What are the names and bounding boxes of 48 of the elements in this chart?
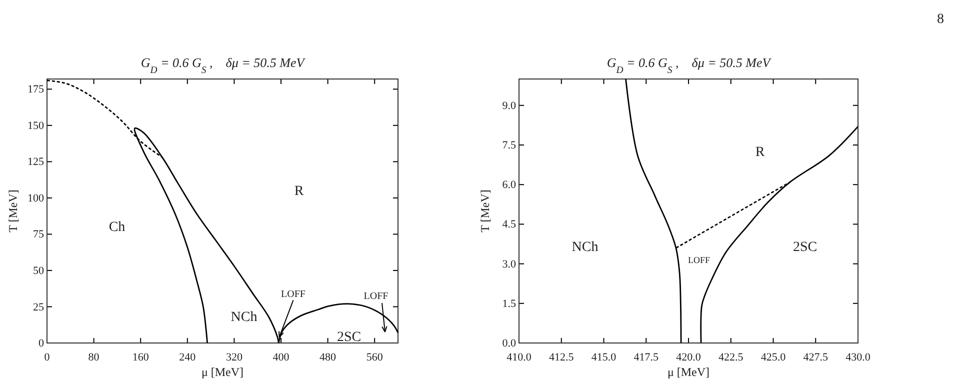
y-axis-title: T [MeV] [6, 190, 20, 232]
x-tick-label: 415.0 [591, 351, 617, 364]
x-tick-label: 240 [179, 351, 196, 364]
x-tick-label: 160 [132, 351, 150, 364]
x-tick-label: 430.0 [846, 351, 871, 364]
x-tick-label: 422.5 [718, 351, 744, 364]
x-tick-label: 427.5 [803, 351, 828, 364]
x-tick-label: 410.0 [506, 351, 532, 364]
x-tick-label: 425.0 [760, 351, 786, 364]
y-tick-label: 150 [28, 120, 44, 132]
text: 8 [937, 12, 944, 28]
annotation: 2SC [336, 330, 362, 346]
annotation: LOFF [281, 289, 306, 300]
y-tick-label: 0.0 [502, 338, 516, 350]
annotation: NCh [230, 310, 258, 326]
y-tick-label: 7.5 [502, 140, 516, 152]
x-tick-label: 320 [226, 351, 243, 364]
y-tick-label: 100 [28, 192, 44, 204]
annotation: NCh [572, 240, 598, 256]
y-tick-label: 75 [33, 228, 44, 241]
y-axis-title: T [MeV] [478, 190, 492, 232]
x-tick-label: 80 [88, 351, 100, 364]
annotation: LOFF [688, 255, 710, 266]
x-tick-label: 560 [366, 351, 384, 364]
chart-title: G$_{D}$ = 0.6 G$_{S}$ , δμ = 50.5 MeV [140, 55, 306, 76]
y-tick-label: 0 [38, 338, 44, 350]
annotation: Ch [108, 220, 126, 236]
y-tick-label: 25 [33, 301, 44, 314]
y-tick-label: 6.0 [502, 179, 516, 192]
x-tick-label: 400 [272, 351, 290, 364]
chart-title: G$_{D}$ = 0.6 G$_{S}$ , δμ = 50.5 MeV [606, 55, 772, 76]
y-tick-label: 1.5 [502, 298, 516, 310]
y-tick-label: 3.0 [502, 258, 516, 270]
y-tick-label: 50 [33, 264, 44, 277]
y-tick-label: 9.0 [502, 100, 516, 112]
x-axis-title: μ [MeV] [667, 365, 710, 379]
x-tick-label: 420.0 [676, 351, 702, 364]
y-tick-label: 125 [28, 156, 44, 168]
x-tick-label: 412.5 [549, 351, 574, 364]
y-tick-label: 4.5 [502, 218, 516, 231]
x-axis-title: μ [MeV] [201, 365, 244, 379]
y-tick-label: 175 [28, 84, 44, 96]
annotation: 2SC [792, 240, 818, 256]
annotation: R [294, 184, 304, 200]
annotation: LOFF [364, 291, 389, 302]
annotation: R [755, 145, 766, 160]
x-tick-label: 480 [320, 351, 337, 364]
x-tick-label: 417.5 [634, 351, 659, 364]
